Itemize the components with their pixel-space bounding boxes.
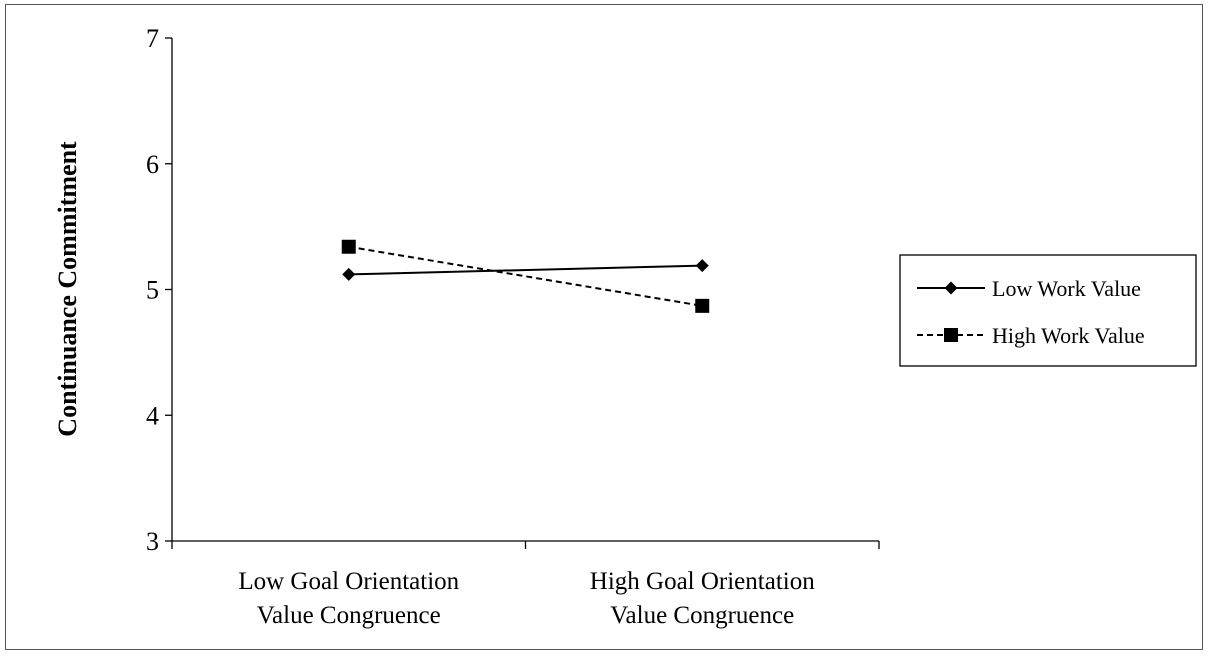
data-point [341, 239, 356, 254]
series-line [348, 245, 703, 307]
x-category-label-line: High Goal Orientation [590, 568, 815, 595]
series-layer [341, 239, 710, 313]
data-point [342, 267, 356, 281]
legend-box [899, 254, 1197, 367]
x-categories: Low Goal Orientation Value CongruenceHigh… [171, 541, 880, 629]
x-category-label-line: Value Congruence [257, 602, 441, 629]
y-tick-label: 7 [146, 24, 159, 53]
legend-marker [944, 328, 958, 342]
x-category-label: Low Goal Orientation Value Congruence [238, 568, 459, 629]
axes [171, 38, 879, 542]
x-category-label-line: Value Congruence [610, 602, 794, 629]
data-point [695, 259, 709, 273]
y-tick-label: 6 [146, 150, 159, 179]
x-category-label-line: Low Goal Orientation [238, 568, 459, 595]
legend: Low Work Value High Work Value [899, 254, 1197, 367]
legend-label: Low Work Value [992, 276, 1141, 301]
legend-label: High Work Value [992, 323, 1145, 348]
series-2 [341, 239, 710, 313]
series-line [348, 264, 703, 276]
data-point [695, 298, 710, 313]
y-tick-label: 5 [146, 276, 159, 305]
y-axis-label: Continuance Commitment [53, 141, 82, 437]
x-category-label: High Goal Orientation Value Congruence [590, 568, 815, 629]
y-ticks: 3 4 5 6 7 [146, 24, 172, 556]
series-1 [342, 259, 709, 281]
y-tick-label: 3 [146, 527, 159, 556]
y-tick-label: 4 [146, 401, 159, 430]
legend-marker [944, 281, 958, 295]
